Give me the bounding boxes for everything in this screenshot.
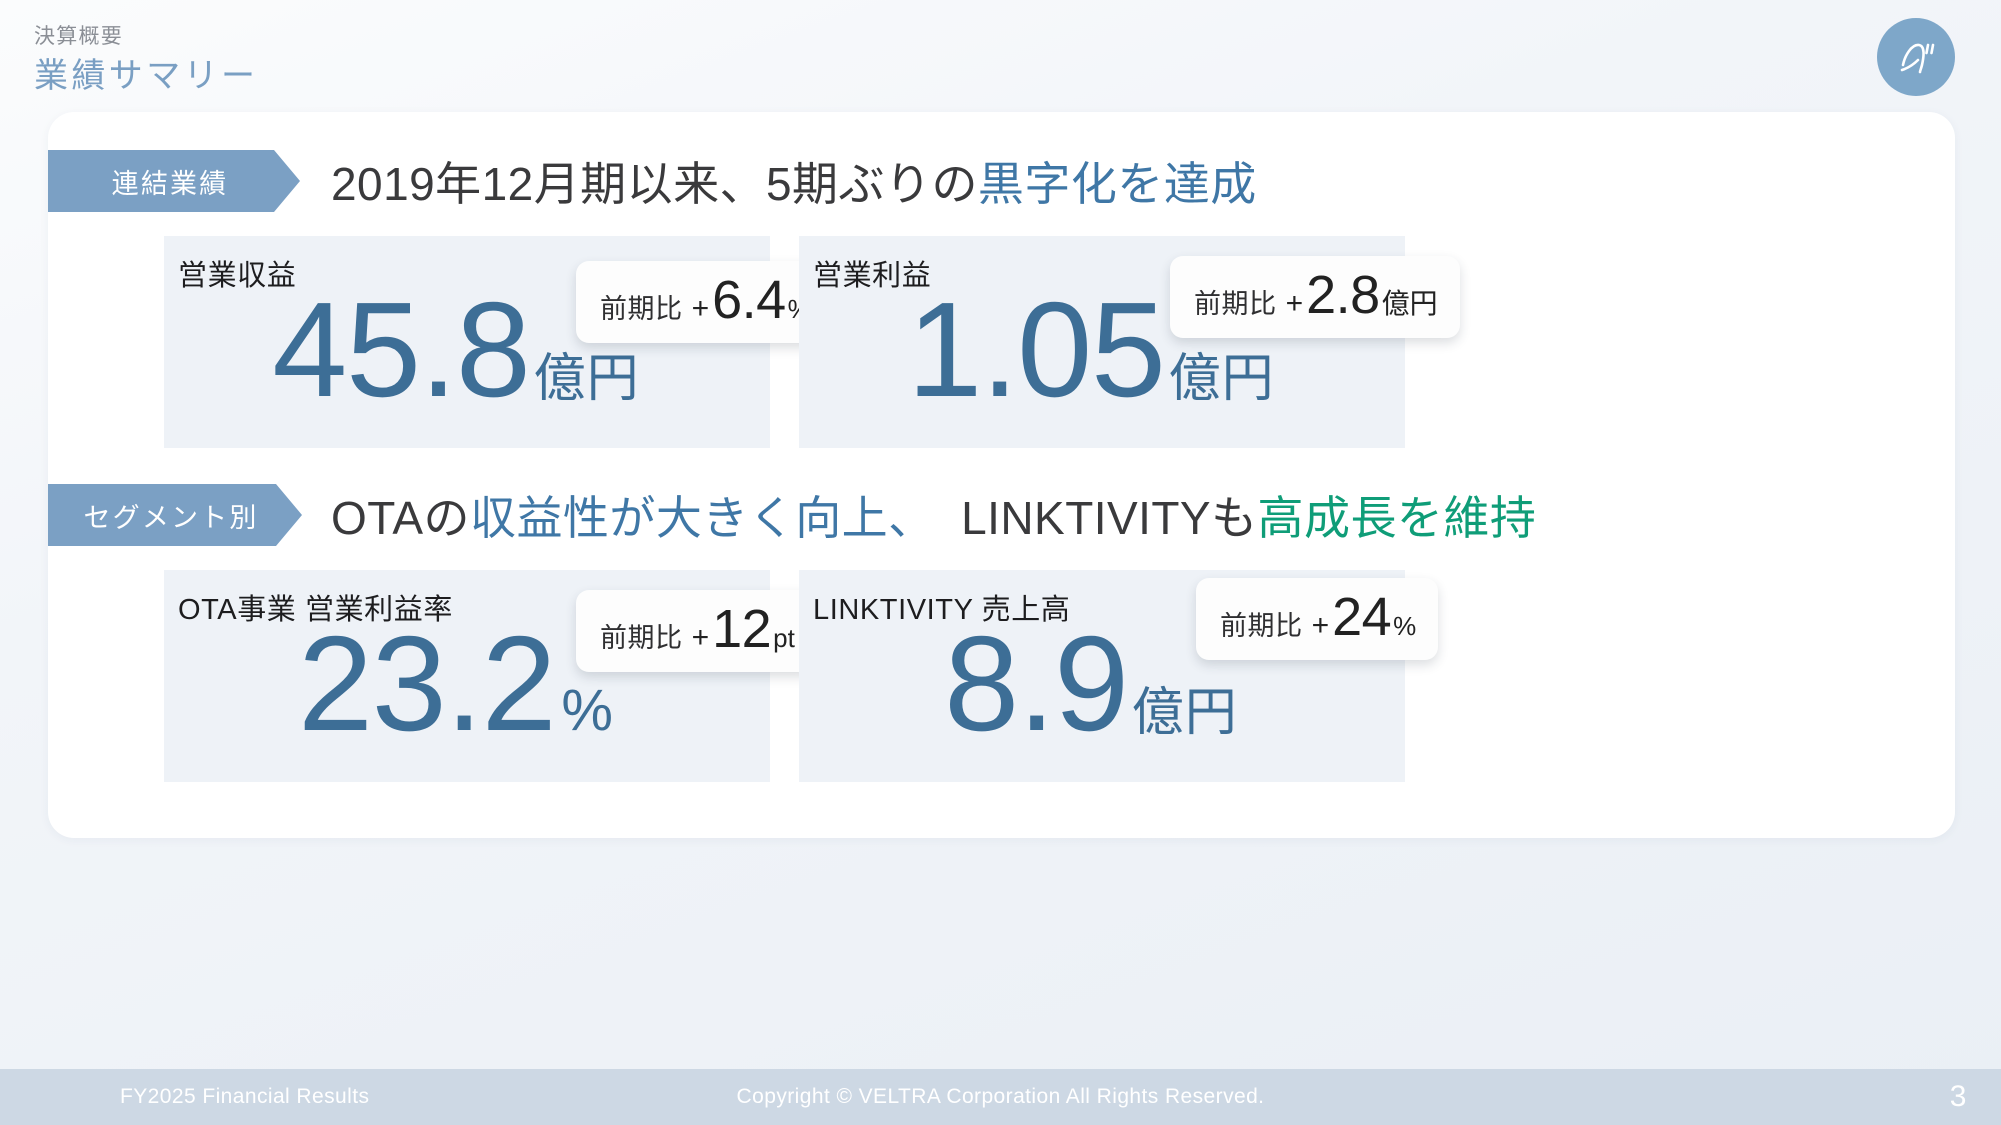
chip-suffix: pt	[773, 623, 795, 653]
footer-copyright: Copyright © VELTRA Corporation All Right…	[736, 1085, 1265, 1108]
footer-left-label: FY2025 Financial Results	[120, 1085, 370, 1108]
chip-suffix: 億円	[1381, 288, 1438, 319]
section-by-segment: セグメント別 OTAの収益性が大きく向上、 LINKTIVITYも高成長を維持 …	[48, 484, 1955, 782]
content-panel: 連結業績 2019年12月期以来、5期ぶりの黒字化を達成 営業収益 45.8 億…	[48, 112, 1955, 838]
headline-plain-text: 2019年12月期以来、5期ぶりの	[331, 158, 978, 210]
kpi-chip-operating-revenue: 前期比 + 6.4 %	[576, 261, 833, 343]
kpi-chip-linktivity-revenue: 前期比 + 24 %	[1196, 578, 1439, 660]
chip-sign: +	[1285, 287, 1304, 320]
veltra-ga-logo-icon	[1877, 18, 1955, 96]
section-consolidated: 連結業績 2019年12月期以来、5期ぶりの黒字化を達成 営業収益 45.8 億…	[48, 150, 1955, 448]
kpi-value-row: 8.9 億円	[799, 616, 1405, 766]
kpi-value-row: 23.2 %	[164, 616, 770, 766]
kpi-label: 営業収益	[178, 260, 297, 292]
chip-prefix: 前期比	[600, 623, 683, 653]
kpi-card-ota-operating-margin: OTA事業 営業利益率 23.2 %	[164, 570, 770, 782]
chip-value: 6.4	[712, 270, 786, 330]
kpi-unit: 億円	[533, 350, 640, 408]
kpi-unit: %	[561, 678, 615, 743]
kpi-unit: 億円	[1131, 684, 1238, 742]
kpi-label: OTA事業 営業利益率	[178, 594, 453, 626]
kpi-label: 営業利益	[813, 260, 932, 292]
section-header-row: セグメント別 OTAの収益性が大きく向上、 LINKTIVITYも高成長を維持	[48, 484, 1955, 546]
chip-prefix: 前期比	[1194, 289, 1277, 319]
section-headline-consolidated: 2019年12月期以来、5期ぶりの黒字化を達成	[331, 148, 1257, 214]
chip-prefix: 前期比	[600, 294, 683, 324]
section-badge-consolidated: 連結業績	[48, 150, 300, 212]
slide-header: 決算概要 業績サマリー	[34, 24, 258, 100]
kpi-chip-operating-profit: 前期比 + 2.8 億円	[1170, 256, 1460, 338]
headline-plain-text: OTAの	[331, 492, 470, 544]
kpi-chip-ota-operating-margin: 前期比 + 12 pt	[576, 590, 817, 672]
headline-highlight-text: 収益性が大きく向上、	[470, 492, 935, 544]
page-title: 業績サマリー	[34, 57, 259, 96]
kpi-value: 23.2	[297, 608, 557, 759]
kpi-value-row: 1.05 億円	[799, 282, 1405, 432]
slide-footer: FY2025 Financial Results Copyright © VEL…	[0, 1069, 2001, 1125]
chip-value: 12	[712, 599, 772, 659]
kpi-row-by-segment: OTA事業 営業利益率 23.2 % 前期比 + 12 pt LINKTIVIT…	[48, 570, 1955, 782]
header-eyebrow: 決算概要	[34, 25, 124, 48]
section-headline-by-segment: OTAの収益性が大きく向上、 LINKTIVITYも高成長を維持	[331, 482, 1536, 548]
kpi-value: 1.05	[907, 274, 1166, 425]
section-badge-by-segment: セグメント別	[48, 484, 302, 546]
page-number: 3	[1949, 1080, 1967, 1113]
chip-value: 24	[1332, 587, 1392, 647]
section-header-row: 連結業績 2019年12月期以来、5期ぶりの黒字化を達成	[48, 150, 1955, 212]
kpi-value: 8.9	[944, 608, 1129, 759]
chip-sign: +	[1311, 609, 1330, 642]
kpi-unit: 億円	[1168, 350, 1275, 408]
kpi-value-row: 45.8 億円	[164, 282, 770, 432]
chip-sign: +	[691, 292, 710, 325]
kpi-value: 45.8	[272, 274, 531, 425]
kpi-card-operating-profit: 営業利益 1.05 億円	[799, 236, 1405, 448]
chip-sign: +	[691, 621, 710, 654]
kpi-label: LINKTIVITY 売上高	[813, 594, 1071, 626]
chip-prefix: 前期比	[1220, 611, 1303, 641]
kpi-row-consolidated: 営業収益 45.8 億円 前期比 + 6.4 % 営業利益 1.05	[48, 236, 1955, 448]
headline-highlight2-text: 高成長を維持	[1257, 492, 1537, 544]
chip-value: 2.8	[1306, 265, 1380, 325]
headline-highlight-text: 黒字化を達成	[977, 158, 1257, 210]
headline-plain-mid-text: LINKTIVITYも	[934, 492, 1258, 544]
chip-suffix: %	[1393, 611, 1417, 641]
